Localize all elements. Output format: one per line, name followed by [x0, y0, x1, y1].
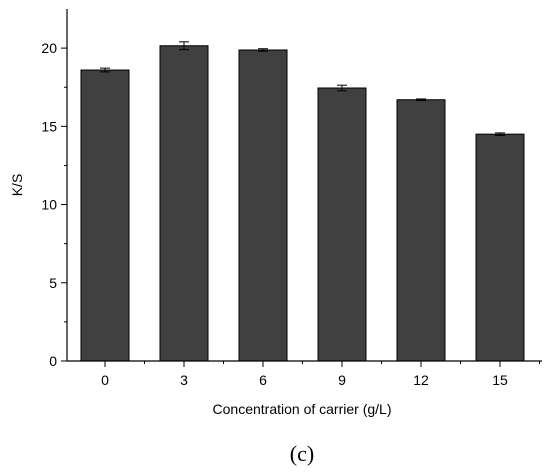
bar-6 — [238, 49, 288, 362]
axes-group — [66, 9, 542, 362]
bar-9 — [317, 87, 367, 362]
y-ticks-group: 0 5 10 15 20 — [41, 40, 67, 369]
error-bar-12 — [416, 98, 426, 102]
bar-3 — [159, 45, 209, 362]
x-tick-label-0: 0 — [101, 372, 109, 388]
y-tick-label-5: 5 — [49, 275, 57, 291]
bars-group — [80, 45, 525, 362]
y-axis-title: K/S — [9, 174, 25, 197]
y-tick-label-10: 10 — [41, 197, 57, 213]
x-axis-title: Concentration of carrier (g/L) — [213, 401, 392, 417]
error-bar-9 — [337, 84, 347, 92]
error-bar-0 — [100, 67, 110, 73]
error-bar-6 — [258, 48, 268, 52]
x-tick-label-9: 9 — [338, 372, 346, 388]
x-tick-label-3: 3 — [180, 372, 188, 388]
panel-label: (c) — [290, 441, 314, 466]
bar-0 — [80, 69, 130, 362]
x-tick-label-12: 12 — [413, 372, 429, 388]
x-ticks-group: 0 3 6 9 12 15 — [101, 361, 540, 388]
y-tick-label-20: 20 — [41, 40, 57, 56]
x-tick-label-15: 15 — [492, 372, 508, 388]
bar-15 — [475, 133, 525, 362]
y-tick-label-0: 0 — [49, 353, 57, 369]
x-tick-label-6: 6 — [259, 372, 267, 388]
y-tick-label-15: 15 — [41, 118, 57, 134]
error-bars-group — [100, 41, 505, 136]
error-bar-3 — [179, 41, 189, 51]
error-bar-15 — [495, 132, 505, 136]
bar-12 — [396, 99, 446, 362]
